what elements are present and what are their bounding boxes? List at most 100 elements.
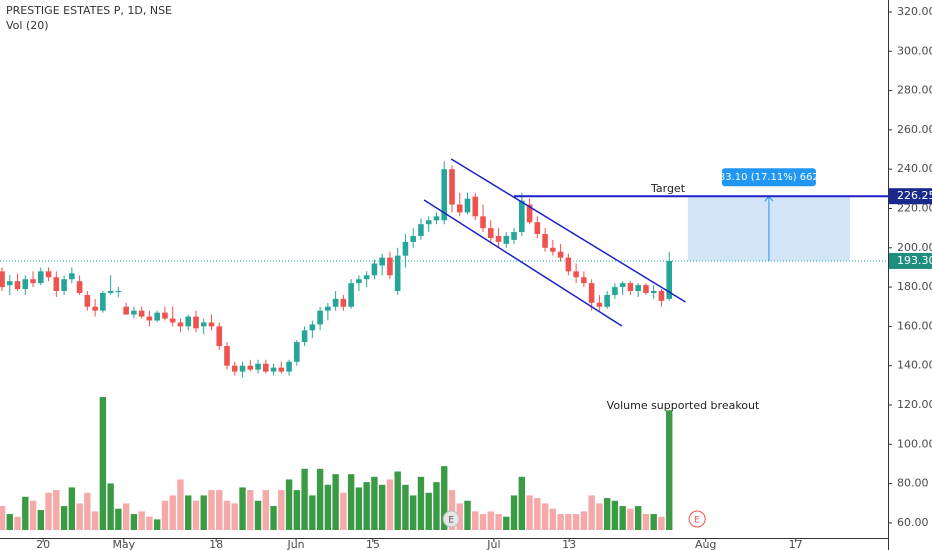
candle-body <box>666 260 673 299</box>
candle-body <box>6 281 13 286</box>
x-tick-label: 20 <box>36 538 50 550</box>
y-tick-label: 160.00 <box>897 319 932 332</box>
candle-body <box>154 312 160 321</box>
candle-body <box>200 322 207 327</box>
candle-body <box>231 365 238 372</box>
y-tick-label: 120.00 <box>897 398 932 411</box>
y-tick-label: 180.00 <box>897 280 932 293</box>
candle-body <box>581 277 587 284</box>
volume-bar <box>6 514 13 530</box>
y-tick-label: 260.00 <box>897 123 932 136</box>
volume-bar <box>378 484 386 530</box>
volume-bar <box>580 511 588 530</box>
x-tick-label: Aug <box>695 538 716 550</box>
annotation: Volume supported breakout <box>607 399 760 412</box>
volume-bar <box>565 514 572 530</box>
volume-bar <box>479 514 487 530</box>
candle-body <box>402 241 409 256</box>
candle-body <box>418 224 424 236</box>
candle-body <box>619 283 626 288</box>
candle-body <box>317 310 323 325</box>
volume-bar <box>642 514 650 530</box>
y-tick-label: 220.00 <box>897 201 932 214</box>
candle-body <box>216 326 223 347</box>
candle-body <box>371 263 378 276</box>
candle-body <box>76 281 83 293</box>
volume-bar <box>433 482 440 530</box>
x-tick-label: 13 <box>562 538 576 550</box>
volume-bar <box>309 495 316 530</box>
candle-body <box>123 306 129 315</box>
volume-bar <box>216 490 223 530</box>
volume-bar <box>324 484 332 530</box>
candle-body <box>356 279 362 284</box>
candle-body <box>495 235 502 242</box>
y-tick-label: 100.00 <box>897 437 932 450</box>
volume-bar <box>495 514 502 530</box>
candle-body <box>224 346 230 366</box>
volume-bar <box>146 516 153 530</box>
volume-bar <box>441 466 448 530</box>
volume-bar <box>658 516 665 530</box>
volume-bar <box>192 500 200 530</box>
event-marker <box>688 510 706 528</box>
candle-body <box>177 322 184 327</box>
candle-body <box>410 235 417 242</box>
candle-body <box>270 367 277 372</box>
volume-bar <box>394 471 401 530</box>
x-tick-label: 17 <box>789 538 803 550</box>
volume-bar <box>0 506 6 530</box>
volume-bar <box>68 487 76 530</box>
candle-body <box>487 228 494 238</box>
volume-bar <box>541 503 549 530</box>
candle-body <box>472 196 479 217</box>
volume-bar <box>340 492 347 530</box>
volume-bar <box>371 476 378 530</box>
volume-bar <box>138 511 145 530</box>
trend-line <box>423 199 623 327</box>
candle-body <box>309 324 316 331</box>
candle-body <box>348 283 354 307</box>
candle-body <box>511 232 517 240</box>
candle-body <box>449 169 455 205</box>
volume-bar <box>278 490 285 530</box>
candle-body <box>503 235 510 244</box>
volume-bar <box>37 510 45 530</box>
target-price-tag <box>889 188 932 205</box>
y-tick-label: 240.00 <box>897 162 932 175</box>
y-tick-label: 80.00 <box>897 477 929 490</box>
volume-bar <box>549 508 557 530</box>
y-tick-label: 60.00 <box>897 516 929 529</box>
volume-bar <box>425 492 432 530</box>
measure-label: 33.10 (17.11%) 662 <box>719 172 819 183</box>
measure-label-bg <box>721 168 816 187</box>
candle-body <box>69 273 75 280</box>
candle-body <box>208 322 215 327</box>
volume-bar <box>347 474 355 530</box>
candle-body <box>340 298 347 307</box>
volume-bar <box>247 490 254 530</box>
volume-bar <box>153 519 161 530</box>
volume-bar <box>22 496 29 530</box>
last-price-text: 193.30 <box>897 254 932 267</box>
volume-bar <box>526 495 533 530</box>
candle-body <box>138 310 145 317</box>
candle-body <box>658 291 665 301</box>
volume-bar <box>472 511 479 530</box>
candle-body <box>627 283 634 292</box>
candle-body <box>262 363 269 372</box>
volume-bar <box>14 516 21 530</box>
x-tick-label: Jul <box>486 538 500 550</box>
volume-bar <box>223 500 231 530</box>
event-marker <box>442 510 460 528</box>
volume-bar <box>53 490 60 530</box>
candle-body <box>433 216 440 221</box>
volume-bar <box>285 479 293 530</box>
candle-body <box>14 281 21 290</box>
volume-bar <box>518 476 526 530</box>
y-tick-label: 200.00 <box>897 241 932 254</box>
x-tick-label: 15 <box>366 538 380 550</box>
volume-bar <box>161 500 169 530</box>
